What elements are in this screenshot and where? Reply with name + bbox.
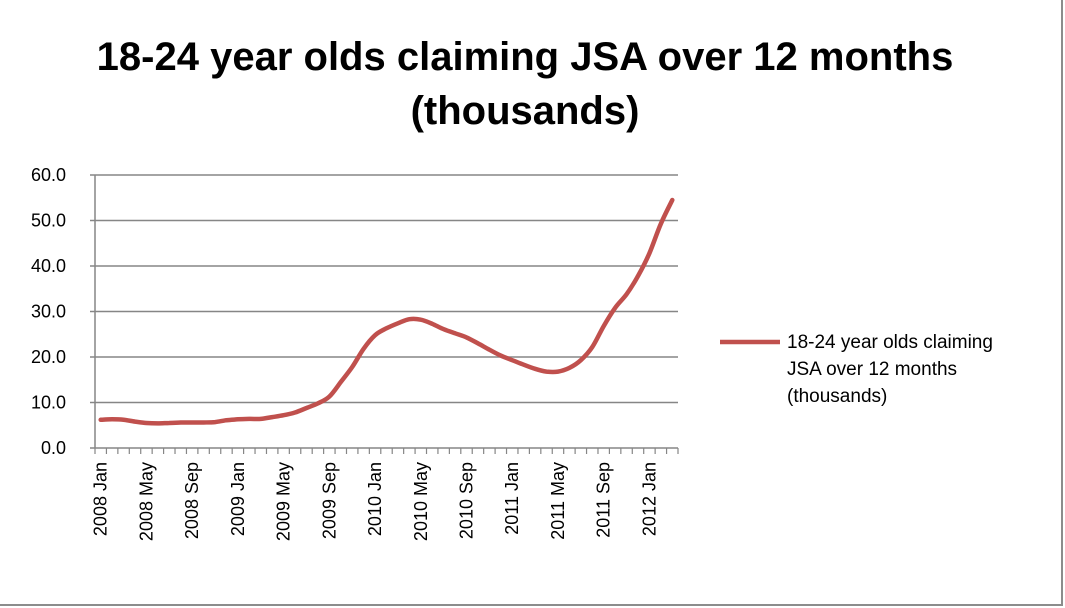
x-tick-label: 2009 May [274,462,294,541]
x-tick-label: 2011 Jan [502,462,522,535]
x-tick-label: 2012 Jan [639,462,659,536]
x-tick-label: 2010 Sep [457,462,477,539]
x-tick-label: 2009 Jan [228,462,248,536]
y-tick-label: 50.0 [31,211,66,231]
x-tick-label: 2008 Sep [182,462,202,539]
y-tick-label: 60.0 [31,165,66,185]
x-tick-label: 2011 May [548,462,568,540]
x-tick-label: 2008 Jan [91,462,111,536]
x-tick-label: 2010 May [411,462,431,541]
y-tick-label: 0.0 [41,438,66,458]
chart-title: 18-24 year olds claiming JSA over 12 mon… [96,35,954,133]
y-tick-label: 20.0 [31,347,66,367]
y-tick-label: 10.0 [31,393,66,413]
x-tick-label: 2008 May [136,462,156,541]
y-tick-label: 30.0 [31,302,66,322]
x-tick-label: 2010 Jan [365,462,385,536]
x-tick-label: 2011 Sep [594,462,614,538]
x-tick-label: 2009 Sep [319,462,339,539]
y-tick-label: 40.0 [31,256,66,276]
series-line [98,197,675,426]
legend-label: 18-24 year olds claiming JSA over 12 mont… [787,332,993,407]
